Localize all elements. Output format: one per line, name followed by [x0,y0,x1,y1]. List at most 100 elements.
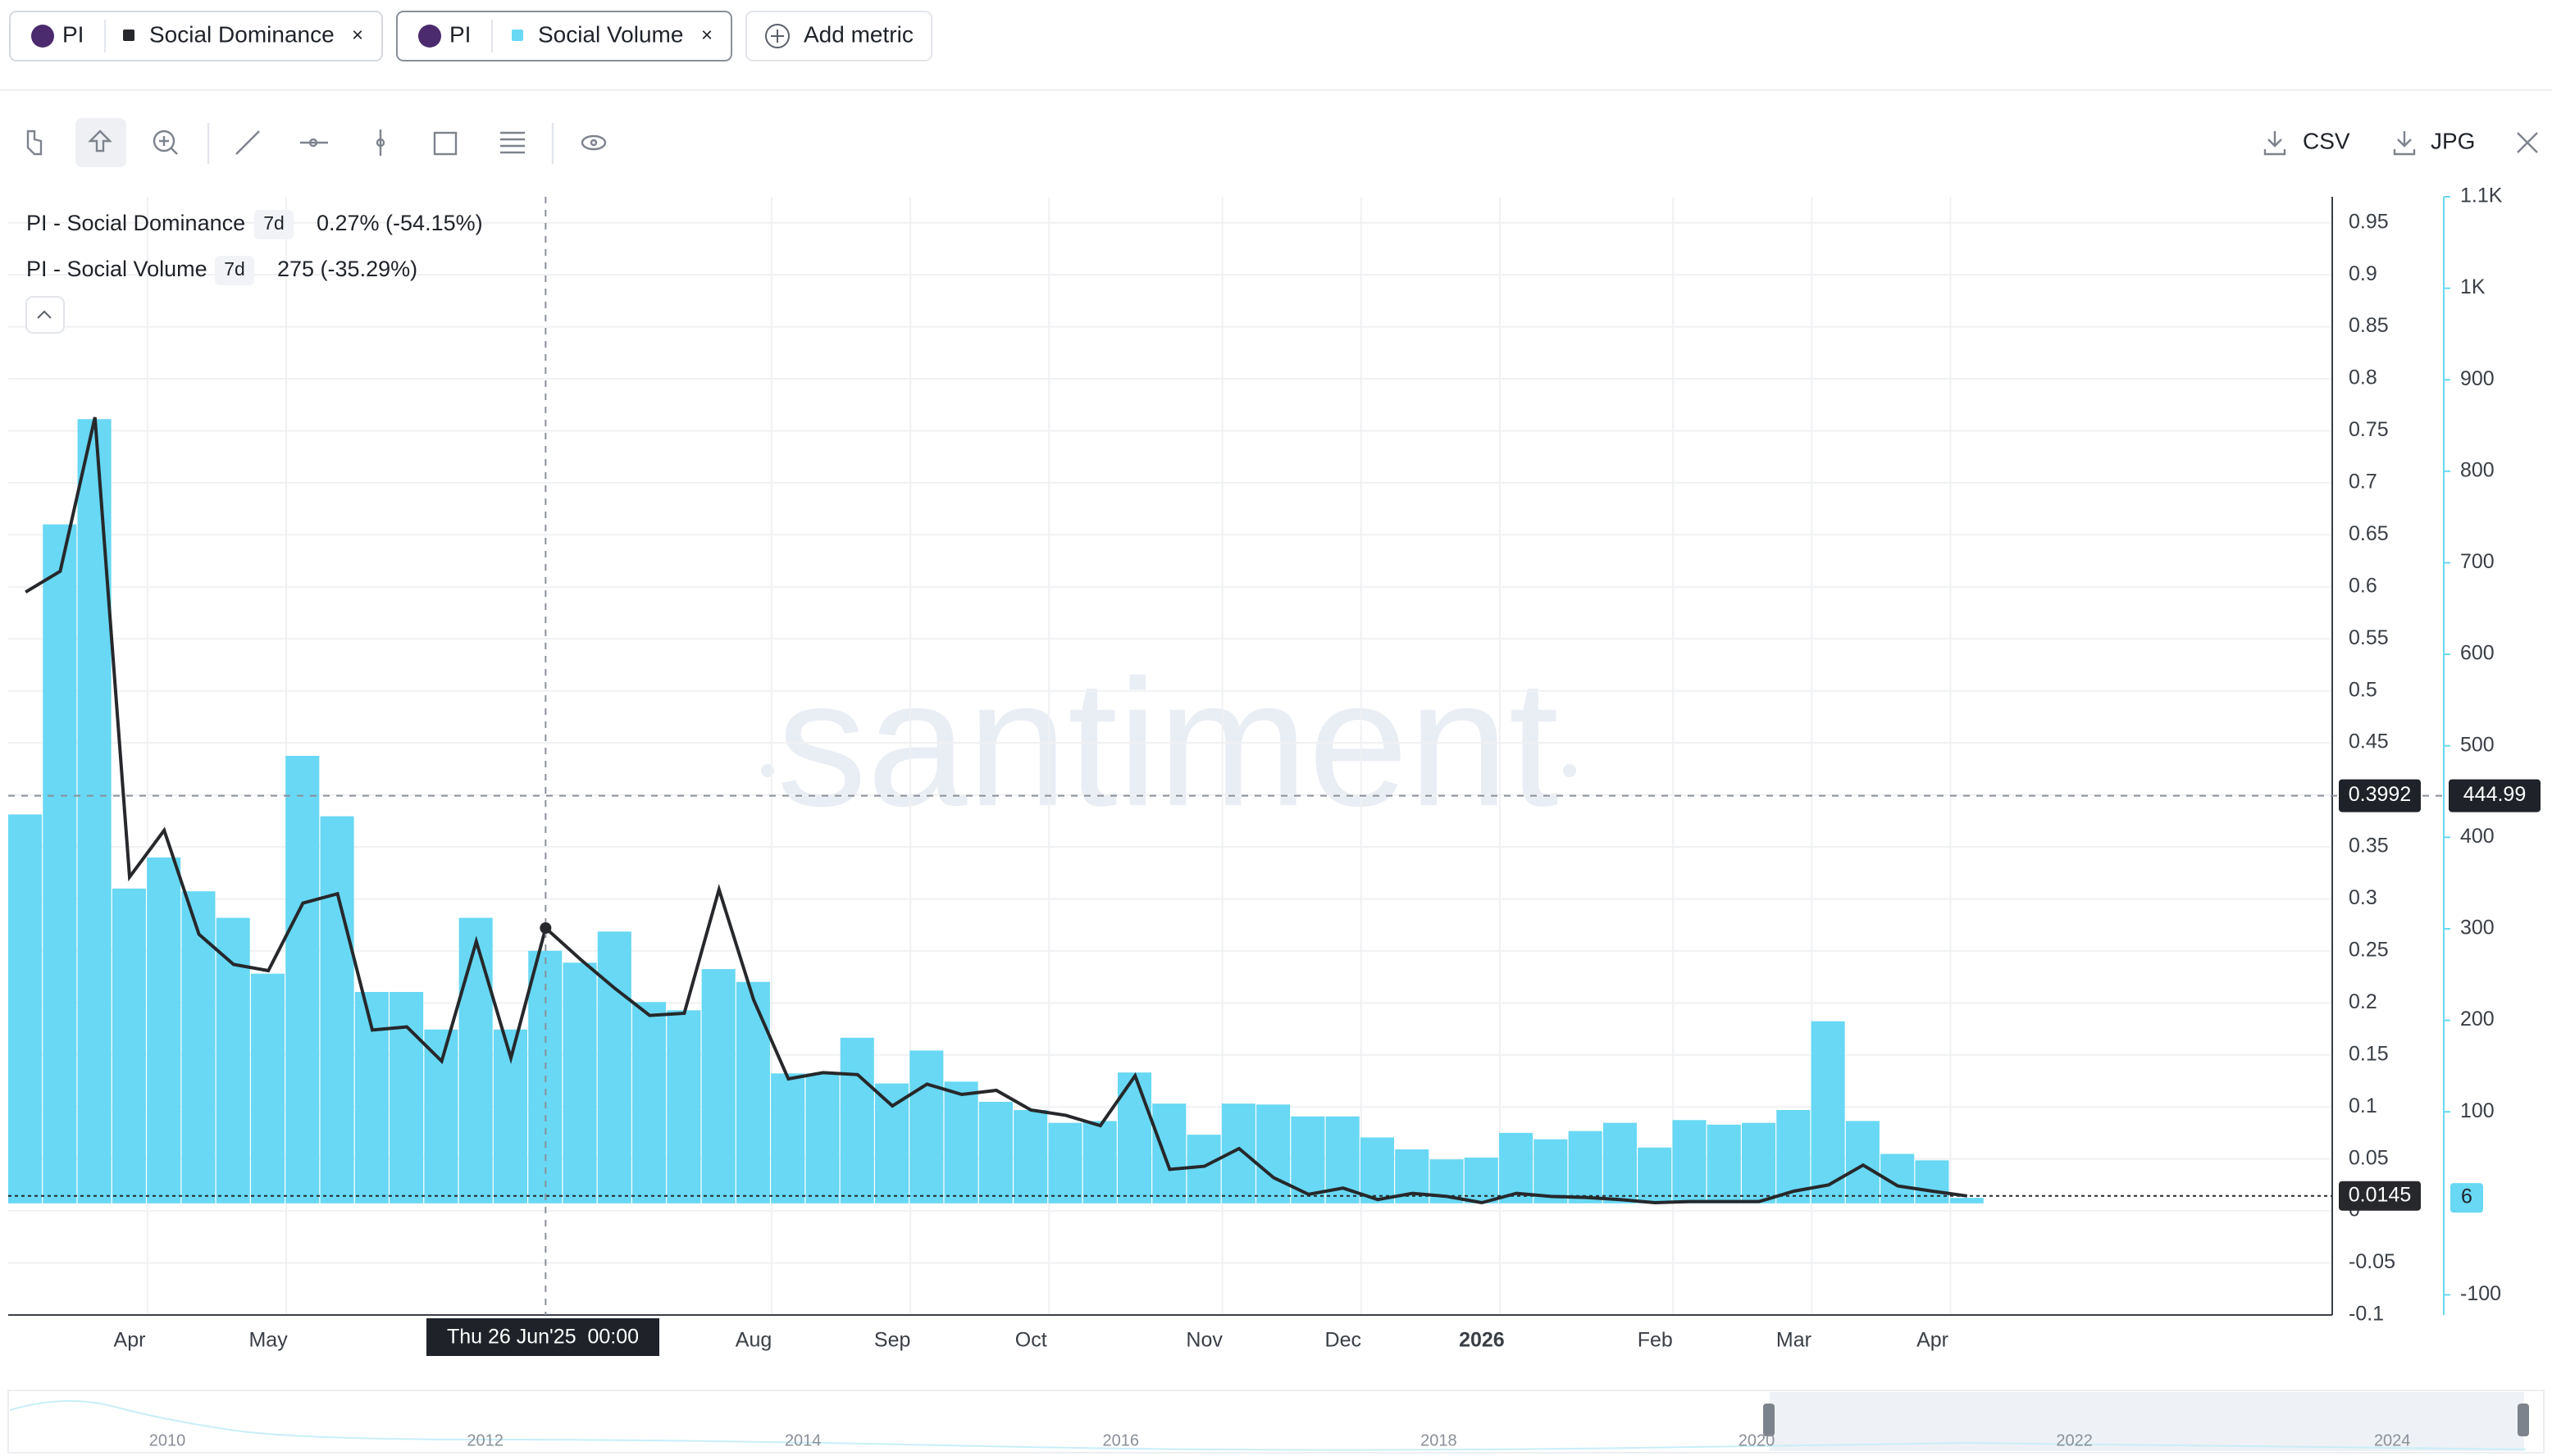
bar [667,1010,701,1203]
y-tick-label: 0.3 [2349,886,2377,909]
close-icon[interactable]: × [352,24,363,46]
bar [424,1029,458,1203]
badge [254,210,294,239]
y2-tick-label: 400 [2460,825,2495,848]
tab-metric: Social Dominance [149,21,335,47]
home-icon[interactable] [88,130,112,152]
y-tick-label: -0.1 [2349,1303,2384,1326]
color-dot [512,30,523,41]
rect-tool[interactable] [433,131,458,156]
tab-box[interactable] [396,11,732,61]
zoom-icon[interactable] [153,130,175,152]
navigator-year: 2010 [149,1431,186,1449]
y2-tick-label: 700 [2460,550,2495,573]
bar [250,973,285,1203]
bar [1707,1124,1741,1203]
legend-value: 275 (-35.29%) [277,257,417,281]
bar [1360,1137,1394,1203]
close-icon[interactable] [2517,132,2538,153]
y-tick-label: 0.15 [2349,1042,2389,1065]
bar [805,1073,840,1203]
bar [1638,1147,1672,1203]
fib-tool[interactable] [500,131,525,154]
y-tick-label: 0.7 [2349,471,2377,494]
legend-name: PI - Social Volume [26,257,207,281]
asset-icon [31,25,54,48]
x-tick-label: Dec [1325,1329,1361,1352]
last-value-label: 6 [2461,1185,2472,1208]
bar [77,419,112,1203]
navigator-year: 2016 [1103,1431,1140,1449]
bar [1082,1121,1117,1203]
last-value-label: 0.0145 [2349,1183,2411,1206]
bar [1672,1120,1707,1203]
close-icon[interactable]: × [701,24,713,46]
bar [147,857,181,1203]
navigator-handle[interactable] [2518,1404,2529,1436]
y2-tick-label: 200 [2460,1008,2495,1031]
button-box[interactable] [745,11,932,61]
eye-icon[interactable] [581,134,607,151]
csv-button[interactable]: CSV [2303,128,2350,153]
x-tick-label: Apr [114,1329,146,1352]
x-tick-label: Aug [736,1329,772,1352]
chevron [37,310,52,319]
color-dot [123,30,134,41]
crosshair-y-label: 0.3992 [2349,783,2411,806]
y2-tick-label: 1.1K [2460,184,2503,207]
download-icon[interactable] [2263,131,2286,156]
bar [1602,1122,1637,1203]
bar [1499,1132,1533,1203]
navigator-year: 2024 [2374,1431,2411,1449]
bar [597,931,631,1203]
watermark-dot [761,764,774,777]
navigator-handle[interactable] [1763,1404,1775,1436]
bar [736,981,770,1203]
navigator-line [9,1399,2527,1451]
tab-box[interactable] [9,11,383,61]
pan-icon[interactable] [26,130,43,156]
y-tick-label: 0.55 [2349,626,2389,649]
y-tick-label: 0.75 [2349,418,2389,441]
tab-asset: PI [62,21,84,47]
collapse-button[interactable] [25,296,65,334]
crosshair-date: Thu 26 Jun'25 00:00 [447,1326,639,1349]
bar [978,1101,1013,1203]
add-metric-label[interactable]: Add metric [804,21,914,47]
y2-tick-label: 500 [2460,733,2495,756]
navigator-years: 2010 2012 2014 2016 2018 2020 2022 2024 [149,1431,2411,1449]
metric-tab[interactable]: PI Social Dominance × [9,11,383,61]
y2-tick-label: 600 [2460,642,2495,665]
navigator-window[interactable] [1770,1392,2524,1451]
jpg-button[interactable]: JPG [2431,128,2475,153]
bar [1533,1139,1568,1203]
bar [390,991,424,1203]
y-tick-label: 0.85 [2349,314,2389,337]
plus-icon [765,24,790,48]
bar [1845,1121,1880,1203]
bar [1568,1131,1602,1203]
bar [840,1037,874,1203]
y-tick-label: 0.5 [2349,678,2377,701]
line-tool[interactable] [235,130,260,155]
navigator-year: 2014 [785,1431,822,1449]
tab-asset: PI [449,21,471,47]
y2-tick-label: 900 [2460,367,2495,390]
bar [1742,1122,1776,1203]
y2-tick-label: 300 [2460,917,2495,940]
toolbar [26,118,2538,167]
legend-value: 0.27% (-54.15%) [317,211,483,235]
add-metric-button[interactable]: Add metric [745,11,932,61]
bar [458,917,493,1203]
x-tick-label: May [248,1329,288,1352]
bar [632,1002,667,1203]
download-icon[interactable] [2393,131,2416,156]
y2-tick-label: 1K [2460,275,2486,298]
bar [1014,1109,1048,1203]
bar [181,891,216,1203]
last-value-box [2339,1181,2421,1211]
metric-tab[interactable]: PI Social Volume × [396,11,732,61]
navigator-year: 2020 [1739,1431,1775,1449]
y-tick-label: 0.9 [2349,262,2377,285]
